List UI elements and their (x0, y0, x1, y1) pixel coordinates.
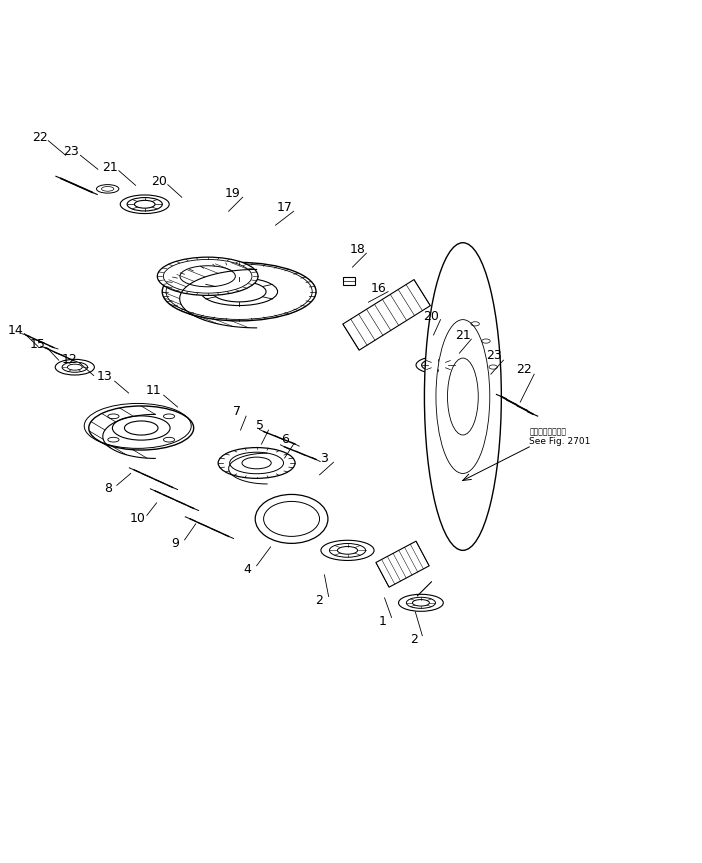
Text: 21: 21 (455, 329, 471, 342)
Bar (343, 277, 355, 286)
Ellipse shape (399, 595, 443, 611)
Ellipse shape (461, 381, 486, 391)
Text: 20: 20 (423, 310, 439, 323)
Text: 7: 7 (233, 406, 241, 419)
Text: 9: 9 (171, 537, 179, 550)
Ellipse shape (88, 406, 194, 450)
Text: 1: 1 (378, 615, 386, 628)
Text: 23: 23 (486, 350, 502, 362)
Ellipse shape (425, 243, 501, 551)
Text: 16: 16 (371, 281, 387, 294)
Text: 12: 12 (62, 353, 78, 366)
Text: 22: 22 (32, 131, 48, 144)
Text: 11: 11 (146, 384, 161, 398)
Text: 14: 14 (8, 324, 23, 337)
Text: 4: 4 (244, 564, 251, 576)
Ellipse shape (120, 195, 169, 213)
Ellipse shape (157, 257, 258, 295)
Text: 第２７０１図参照: 第２７０１図参照 (529, 427, 567, 436)
Ellipse shape (162, 262, 316, 321)
Text: 18: 18 (350, 243, 366, 256)
Text: 6: 6 (281, 433, 289, 446)
Text: 13: 13 (97, 370, 113, 383)
Ellipse shape (96, 185, 119, 193)
Text: 5: 5 (256, 419, 264, 432)
Ellipse shape (55, 359, 94, 375)
Text: 20: 20 (151, 174, 166, 187)
Ellipse shape (218, 448, 295, 478)
Text: 2: 2 (316, 595, 324, 608)
Text: 10: 10 (130, 513, 146, 526)
Text: 15: 15 (29, 337, 46, 350)
Ellipse shape (416, 356, 461, 374)
Text: 2: 2 (410, 633, 418, 646)
Text: See Fig. 2701: See Fig. 2701 (529, 437, 590, 446)
Text: 8: 8 (104, 482, 112, 495)
Text: 21: 21 (102, 161, 118, 173)
Ellipse shape (256, 494, 328, 544)
Text: 19: 19 (224, 187, 240, 200)
Text: 17: 17 (277, 201, 293, 214)
Text: 22: 22 (517, 363, 532, 376)
Ellipse shape (321, 540, 374, 560)
Text: 23: 23 (63, 145, 79, 158)
Text: 3: 3 (321, 451, 329, 464)
Polygon shape (343, 280, 430, 350)
Polygon shape (376, 541, 429, 587)
